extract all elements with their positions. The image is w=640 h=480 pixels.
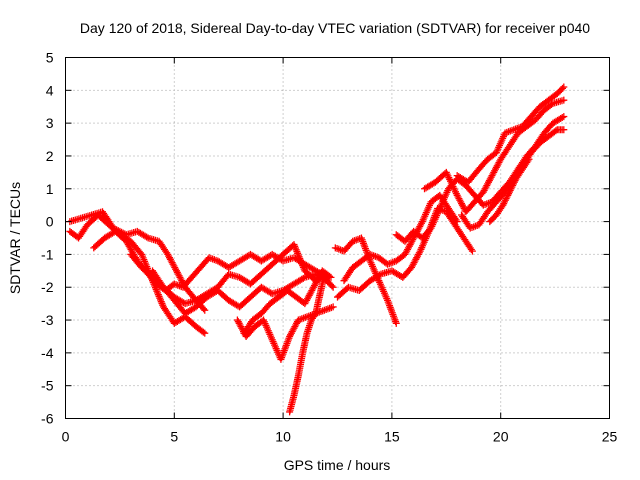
y-axis-label: SDTVAR / TECUs bbox=[7, 182, 23, 294]
data-point bbox=[505, 190, 513, 198]
data-point bbox=[201, 329, 209, 337]
data-point bbox=[510, 178, 518, 186]
data-point bbox=[501, 198, 509, 206]
y-tick-label: -5 bbox=[41, 378, 54, 394]
series-track-14 bbox=[453, 83, 568, 186]
y-tick-label: 3 bbox=[46, 115, 54, 131]
x-tick-label: 5 bbox=[170, 429, 178, 445]
x-tick-label: 20 bbox=[493, 429, 509, 445]
data-point bbox=[143, 233, 151, 241]
data-point bbox=[558, 114, 566, 122]
series-track-2 bbox=[66, 208, 209, 314]
series-track-16 bbox=[486, 155, 533, 226]
y-tick-label: -6 bbox=[41, 411, 54, 427]
data-point bbox=[392, 319, 400, 327]
x-axis-label: GPS time / hours bbox=[284, 457, 391, 473]
data-point bbox=[201, 306, 209, 314]
data-point bbox=[509, 181, 517, 189]
data-point bbox=[500, 200, 508, 208]
data-point bbox=[328, 282, 336, 290]
axis-ticks: 0 5 10 15 20 25 -6 -5 -4 -3 -2 -1 0 1 2 3 4 5 bbox=[41, 50, 617, 445]
data-point bbox=[560, 96, 568, 104]
data-point bbox=[506, 186, 514, 194]
data-point bbox=[560, 83, 568, 91]
y-tick-label: -2 bbox=[41, 279, 54, 295]
y-tick-label: 1 bbox=[46, 181, 54, 197]
series-track-5 bbox=[149, 267, 337, 317]
data-point bbox=[311, 311, 319, 319]
data-point bbox=[200, 305, 208, 313]
data-point bbox=[299, 274, 307, 282]
grid bbox=[65, 57, 610, 419]
data-point bbox=[560, 126, 568, 134]
data-point bbox=[524, 157, 532, 165]
data-point bbox=[505, 188, 513, 196]
data-point bbox=[502, 195, 510, 203]
y-tick-label: 5 bbox=[46, 50, 54, 66]
data-point bbox=[499, 201, 507, 209]
data-point bbox=[503, 193, 511, 201]
data-point bbox=[525, 155, 533, 163]
x-tick-label: 0 bbox=[62, 429, 70, 445]
data-point bbox=[325, 273, 333, 281]
data-point bbox=[199, 328, 207, 336]
data-point bbox=[415, 249, 423, 257]
x-tick-label: 25 bbox=[602, 429, 618, 445]
y-tick-label: 2 bbox=[46, 148, 54, 164]
series-track-7 bbox=[240, 267, 335, 337]
x-tick-label: 10 bbox=[275, 429, 291, 445]
data-point bbox=[452, 216, 460, 224]
series-track-9 bbox=[331, 234, 400, 327]
data-point bbox=[507, 185, 515, 193]
data-point bbox=[501, 196, 509, 204]
plot-frame bbox=[65, 57, 610, 419]
data-point bbox=[560, 113, 568, 121]
data-layer bbox=[66, 83, 568, 416]
data-point bbox=[417, 219, 425, 227]
x-tick-label: 15 bbox=[384, 429, 400, 445]
data-point bbox=[453, 218, 461, 226]
data-point bbox=[467, 245, 475, 253]
series-track-6 bbox=[233, 303, 337, 363]
data-point bbox=[468, 247, 476, 255]
y-tick-label: -1 bbox=[41, 246, 54, 262]
data-point bbox=[329, 283, 337, 291]
data-point bbox=[547, 101, 555, 109]
data-point bbox=[324, 273, 332, 281]
y-tick-label: -4 bbox=[41, 345, 54, 361]
y-tick-label: 4 bbox=[46, 82, 54, 98]
series-track-8 bbox=[286, 270, 333, 416]
data-point bbox=[508, 183, 516, 191]
data-point bbox=[375, 271, 383, 279]
y-tick-label: 0 bbox=[46, 214, 54, 230]
series-track-4 bbox=[127, 241, 331, 308]
y-tick-label: -3 bbox=[41, 312, 54, 328]
data-point bbox=[329, 303, 337, 311]
data-point bbox=[552, 127, 560, 135]
data-point bbox=[509, 180, 517, 188]
data-point bbox=[504, 191, 512, 199]
chart-title: Day 120 of 2018, Sidereal Day-to-day VTE… bbox=[80, 20, 590, 36]
data-point bbox=[558, 84, 566, 92]
